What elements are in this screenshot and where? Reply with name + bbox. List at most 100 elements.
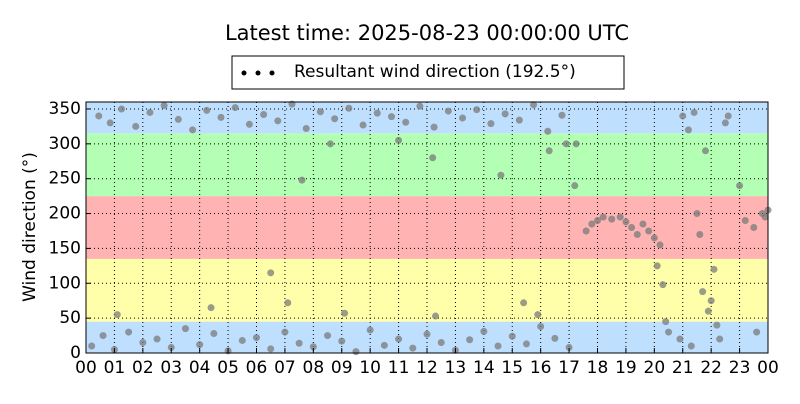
data-point	[508, 332, 516, 340]
data-point	[373, 109, 381, 117]
data-point	[699, 288, 707, 296]
legend-box	[231, 55, 625, 90]
data-point	[684, 126, 692, 134]
data-point	[160, 101, 168, 109]
data-point	[359, 121, 367, 129]
data-point	[95, 112, 103, 120]
data-point	[432, 312, 440, 320]
chart-title: Latest time: 2025-08-23 00:00:00 UTC	[225, 21, 629, 45]
legend-label: Resultant wind direction (192.5°)	[294, 62, 576, 82]
data-point	[721, 119, 729, 127]
x-tick-label: 22	[700, 358, 722, 378]
data-point	[639, 220, 647, 228]
data-point	[622, 218, 630, 226]
data-point	[88, 342, 96, 350]
data-point	[599, 213, 607, 221]
data-point	[132, 122, 140, 130]
y-tick-label: 250	[49, 169, 81, 189]
data-point	[741, 217, 749, 225]
data-point	[608, 215, 616, 223]
y-tick-label: 100	[49, 273, 81, 293]
data-point	[515, 116, 523, 124]
data-point	[326, 140, 334, 148]
x-tick-label: 01	[104, 358, 126, 378]
x-tick-label: 16	[530, 358, 552, 378]
data-point	[298, 176, 306, 184]
direction-band	[86, 196, 768, 259]
y-axis-label: Wind direction (°)	[20, 152, 40, 302]
legend-marker	[241, 70, 247, 76]
data-point	[750, 224, 758, 231]
data-point	[653, 262, 661, 270]
data-point	[267, 345, 275, 353]
data-point	[565, 343, 573, 351]
data-point	[352, 348, 360, 356]
data-point	[659, 281, 667, 289]
data-point	[716, 335, 724, 343]
data-point	[106, 119, 114, 127]
data-point	[409, 344, 417, 352]
data-point	[545, 147, 553, 155]
data-point	[520, 299, 528, 307]
data-point	[380, 341, 388, 349]
data-point	[713, 321, 721, 329]
x-tick-label: 02	[132, 358, 154, 378]
data-point	[210, 329, 218, 337]
data-point	[402, 118, 410, 126]
data-point	[679, 112, 687, 120]
data-point	[207, 304, 215, 312]
data-point	[139, 339, 147, 347]
data-point	[707, 297, 715, 305]
data-point	[459, 114, 467, 122]
y-tick-label: 0	[70, 343, 81, 363]
data-point	[331, 115, 339, 123]
data-point	[562, 140, 570, 148]
data-point	[656, 241, 664, 249]
y-tick-label: 300	[49, 134, 81, 154]
data-point	[416, 102, 424, 110]
data-point	[633, 230, 641, 238]
data-point	[238, 336, 246, 344]
data-point	[650, 234, 658, 242]
legend-marker	[269, 70, 275, 76]
data-point	[594, 217, 601, 225]
x-tick-label: 19	[615, 358, 637, 378]
data-point	[558, 111, 566, 119]
x-tick-label: 23	[729, 358, 751, 378]
x-tick-label: 13	[445, 358, 467, 378]
data-point	[693, 210, 701, 218]
x-tick-label: 18	[587, 358, 609, 378]
x-tick-label: 20	[644, 358, 666, 378]
data-point	[487, 120, 495, 128]
data-point	[295, 339, 303, 347]
data-point	[281, 328, 289, 336]
data-point	[628, 224, 636, 231]
x-tick-label: 08	[303, 358, 325, 378]
data-point	[366, 326, 374, 334]
data-point	[395, 136, 403, 144]
data-point	[284, 299, 292, 307]
y-tick-label: 350	[49, 99, 81, 119]
data-point	[588, 220, 596, 228]
data-point	[181, 325, 189, 333]
data-point	[423, 330, 431, 338]
data-point	[690, 108, 698, 116]
data-point	[387, 113, 395, 121]
data-point	[710, 265, 718, 273]
x-tick-label: 17	[558, 358, 580, 378]
data-point	[537, 323, 545, 331]
x-tick-label: 14	[473, 358, 495, 378]
x-tick-label: 09	[331, 358, 353, 378]
data-point	[203, 106, 211, 114]
data-point	[146, 108, 154, 116]
data-point	[687, 342, 695, 350]
data-point	[572, 140, 580, 148]
data-point	[544, 127, 552, 135]
x-tick-label: 06	[246, 358, 268, 378]
data-point	[753, 328, 761, 336]
data-point	[761, 213, 769, 221]
data-point	[196, 341, 204, 349]
data-point	[616, 213, 624, 221]
data-point	[189, 126, 197, 134]
y-tick-label: 200	[49, 204, 81, 224]
